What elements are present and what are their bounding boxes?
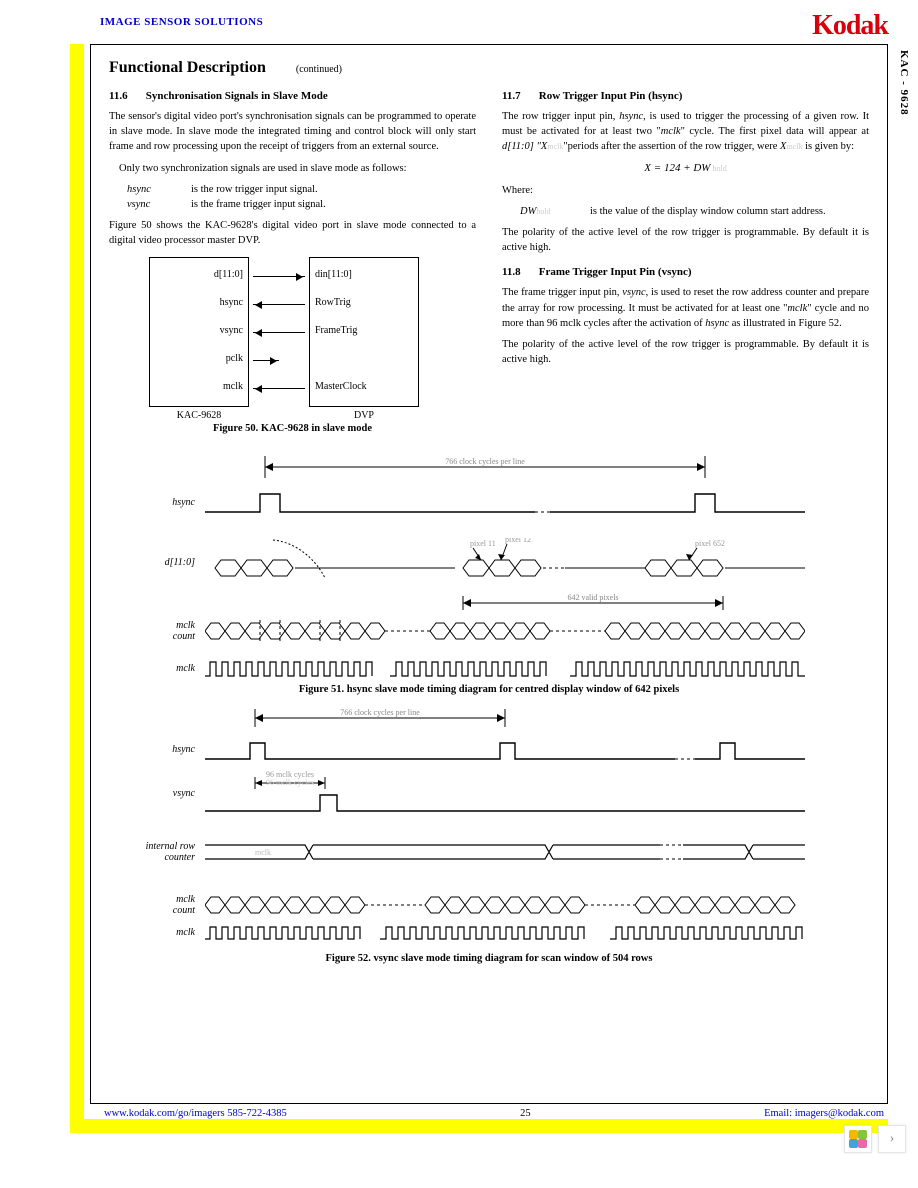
- sec11-8-p2: The polarity of the active level of the …: [502, 337, 869, 367]
- figure-50-diagram: d[11:0] din[11:0] hsync RowTrig vsync: [149, 257, 419, 417]
- dw-desc: is the value of the display window colum…: [590, 204, 826, 219]
- sec11-7-p2: The polarity of the active level of the …: [502, 225, 869, 255]
- fig52-lbl-irc: internal row counter: [109, 841, 205, 863]
- bd-l-4: mclk: [149, 380, 249, 395]
- sec-title: Frame Trigger Input Pin (vsync): [539, 266, 692, 278]
- f52-mclk-wave: [205, 923, 805, 943]
- fig52-lbl-mclkcount: mclk count: [109, 894, 205, 916]
- hsync-waveform: [205, 486, 805, 520]
- bd-r-2: FrameTrig: [309, 324, 419, 339]
- chevron-right-icon: ›: [890, 1131, 895, 1147]
- vertical-part-number: KAC - 9628: [898, 50, 910, 116]
- f52-vsync-wave: 96 mclk cycles 96 mclk cycles: [205, 771, 805, 817]
- continued-marker: (continued): [296, 64, 342, 75]
- bd-right-label: DVP: [309, 409, 419, 424]
- svg-text:642 valid pixels: 642 valid pixels: [567, 593, 618, 602]
- figure-51-caption: Figure 51. hsync slave mode timing diagr…: [109, 684, 869, 695]
- svg-text:mclk: mclk: [255, 848, 271, 857]
- footer-page-number: 25: [520, 1108, 531, 1119]
- dw-def: DWhold is the value of the display windo…: [520, 204, 869, 219]
- sec11-6-p1: The sensor's digital video port's synchr…: [109, 109, 476, 155]
- f52-mclkcount-wave: [205, 893, 805, 917]
- bd-left-label: KAC-9628: [149, 409, 249, 424]
- right-column: 11.7 Row Trigger Input Pin (hsync) The r…: [502, 89, 869, 446]
- sig-hsync-desc: is the row trigger input signal.: [191, 182, 318, 197]
- fig52-lbl-hsync: hsync: [109, 744, 205, 755]
- left-column: 11.6 Synchronisation Signals in Slave Mo…: [109, 89, 476, 446]
- fig51-lbl-d: d[11:0]: [109, 557, 205, 568]
- arrow-icon: [253, 332, 305, 333]
- dw-symbol: DWhold: [520, 204, 572, 219]
- bd-r-0: din[11:0]: [309, 268, 419, 283]
- mclk-waveform: [205, 658, 805, 680]
- bd-l-3: pclk: [149, 352, 249, 367]
- bd-l-2: vsync: [149, 324, 249, 339]
- svg-text:96 mclk cycles: 96 mclk cycles: [266, 778, 314, 787]
- section-title: Functional Description: [109, 59, 266, 77]
- svg-text:766 clock cycles per line: 766 clock cycles per line: [340, 708, 420, 717]
- svg-text:766 clock cycles per line: 766 clock cycles per line: [445, 457, 525, 466]
- viewer-widget: ›: [844, 1125, 906, 1153]
- fig51-lbl-mclkcount: mclk count: [109, 620, 205, 642]
- sec-num: 11.8: [502, 265, 536, 281]
- viewer-logo-icon[interactable]: [844, 1125, 872, 1153]
- bd-l-0: d[11:0]: [149, 268, 249, 283]
- sec-11-7-head: 11.7 Row Trigger Input Pin (hsync): [502, 89, 869, 105]
- mclkcount-waveform: [205, 618, 805, 644]
- fig51-lbl-hsync: hsync: [109, 497, 205, 508]
- arrow-icon: [253, 360, 279, 361]
- sig-hsync: hsync: [127, 182, 173, 197]
- svg-text:pixel 652: pixel 652: [695, 539, 725, 548]
- page-content: Functional Description (continued) 11.6 …: [90, 44, 888, 1104]
- sec-title: Synchronisation Signals in Slave Mode: [146, 90, 328, 102]
- sig-vsync: vsync: [127, 197, 173, 212]
- where-label: Where:: [502, 183, 869, 198]
- svg-text:pixel 11: pixel 11: [470, 539, 496, 548]
- signals-list: hsync is the row trigger input signal. v…: [127, 182, 476, 212]
- footer-left: www.kodak.com/go/imagers 585-722-4385: [104, 1108, 287, 1119]
- sec11-8-p1: The frame trigger input pin, vsync, is u…: [502, 285, 869, 331]
- figure-52: 766 clock cycles per line hsync vsync: [109, 705, 869, 964]
- fig51-lbl-mclk: mclk: [109, 663, 205, 674]
- sec11-6-p3: Figure 50 shows the KAC-9628's digital v…: [109, 218, 476, 248]
- sig-vsync-desc: is the frame trigger input signal.: [191, 197, 326, 212]
- sec-11-8-head: 11.8 Frame Trigger Input Pin (vsync): [502, 265, 869, 281]
- footer-email-link[interactable]: imagers@kodak.com: [795, 1108, 884, 1119]
- f52-irc-wave: mclk: [205, 841, 805, 863]
- bd-r-1: RowTrig: [309, 296, 419, 311]
- fig52-lbl-mclk: mclk: [109, 927, 205, 938]
- sec11-7-p1: The row trigger input pin, hsync, is use…: [502, 109, 869, 155]
- data-waveform: pixel 11 pixel 12 pixel 652: [205, 538, 805, 588]
- figure-52-caption: Figure 52. vsync slave mode timing diagr…: [109, 953, 869, 964]
- header-brand-text: IMAGE SENSOR SOLUTIONS: [100, 16, 263, 28]
- arrow-icon: [253, 388, 305, 389]
- svg-text:pixel 12: pixel 12: [505, 538, 531, 544]
- kodak-logo: Kodak: [812, 10, 888, 42]
- sec11-6-p2: Only two synchronization signals are use…: [109, 161, 476, 176]
- bd-r-4: MasterClock: [309, 380, 419, 395]
- bd-l-1: hsync: [149, 296, 249, 311]
- sec-11-6-head: 11.6 Synchronisation Signals in Slave Mo…: [109, 89, 476, 105]
- arrow-icon: [253, 304, 305, 305]
- page-footer: www.kodak.com/go/imagers 585-722-4385 25…: [104, 1108, 884, 1119]
- sec-title: Row Trigger Input Pin (hsync): [539, 90, 683, 102]
- sec-num: 11.7: [502, 89, 536, 105]
- arrow-icon: [253, 276, 305, 277]
- f52-hsync-wave: [205, 735, 805, 765]
- next-page-button[interactable]: ›: [878, 1125, 906, 1153]
- sec-num: 11.6: [109, 89, 143, 105]
- fig52-lbl-vsync: vsync: [109, 788, 205, 799]
- figure-51: 766 clock cycles per line hsync d[11:0]: [109, 452, 869, 695]
- fig51-dim-pixels: 642 valid pixels: [205, 592, 805, 614]
- formula-xmclk: X = 124 + DW hold: [502, 161, 869, 177]
- footer-right: Email: imagers@kodak.com: [764, 1108, 884, 1119]
